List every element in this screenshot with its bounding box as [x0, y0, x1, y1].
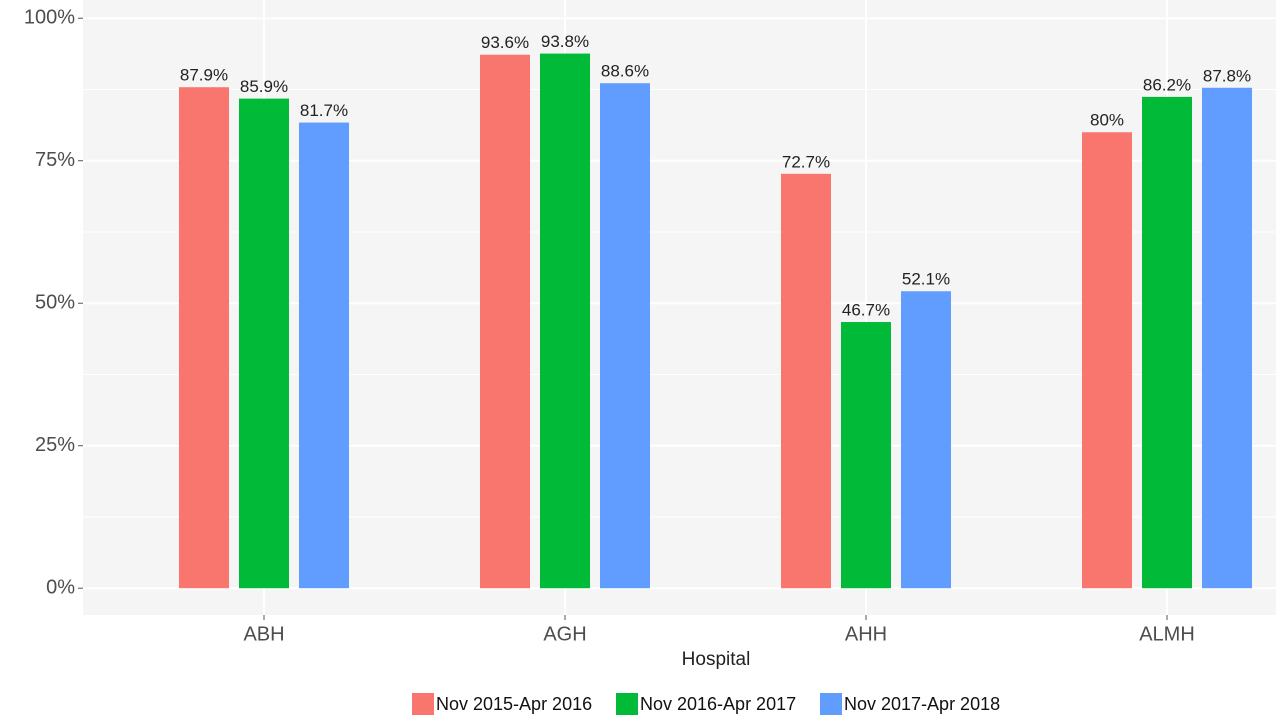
x-tick-label: ABH	[243, 623, 284, 645]
x-tick-label: AHH	[845, 623, 887, 645]
value-label: 46.7%	[842, 301, 890, 320]
bar	[841, 322, 891, 589]
legend-label: Nov 2017-Apr 2018	[844, 694, 1000, 714]
y-tick-label: 75%	[35, 149, 75, 171]
value-label: 81.7%	[300, 101, 348, 120]
x-tick-label: AGH	[543, 623, 586, 645]
bar	[901, 291, 951, 589]
value-label: 52.1%	[902, 270, 950, 289]
legend-swatch	[820, 693, 842, 715]
legend-swatch	[616, 693, 638, 715]
x-tick-label: ALMH	[1139, 623, 1195, 645]
y-tick-label: 25%	[35, 434, 75, 456]
bar	[1202, 87, 1252, 589]
legend-label: Nov 2016-Apr 2017	[640, 694, 796, 714]
y-tick-label: 100%	[24, 7, 75, 29]
value-label: 93.8%	[541, 32, 589, 51]
y-tick-label: 50%	[35, 292, 75, 314]
legend-swatch	[412, 693, 434, 715]
legend-label: Nov 2015-Apr 2016	[436, 694, 592, 714]
value-label: 85.9%	[240, 77, 288, 96]
x-axis-title: Hospital	[682, 649, 751, 670]
bar	[480, 54, 530, 589]
bar	[1082, 132, 1132, 589]
value-label: 80%	[1090, 111, 1124, 130]
bar	[299, 122, 349, 589]
value-label: 87.9%	[180, 66, 228, 85]
bar	[179, 87, 229, 589]
value-label: 86.2%	[1143, 75, 1191, 94]
y-tick-label: 0%	[46, 576, 75, 598]
value-label: 72.7%	[782, 152, 830, 171]
value-label: 87.8%	[1203, 66, 1251, 85]
bar	[540, 53, 590, 589]
value-label: 88.6%	[601, 62, 649, 81]
bar	[781, 173, 831, 589]
value-label: 93.6%	[481, 33, 529, 52]
bar	[600, 83, 650, 589]
bar	[239, 98, 289, 589]
bar	[1142, 96, 1192, 589]
